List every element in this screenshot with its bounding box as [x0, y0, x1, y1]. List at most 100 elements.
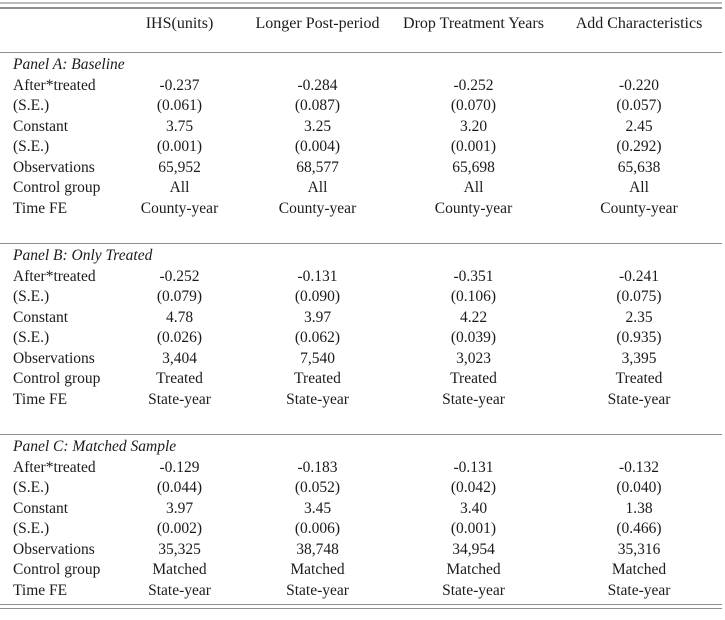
table-row: (S.E.) (0.001) (0.004) (0.001) (0.292)	[0, 137, 722, 158]
row-label: Observations	[13, 158, 95, 176]
cell-value: (0.001)	[156, 138, 203, 155]
cell-value: All	[463, 179, 484, 196]
cell-value: Matched	[611, 561, 667, 578]
cell-value: (0.075)	[616, 288, 662, 305]
cell-value: All	[169, 179, 190, 196]
top-double-rule	[0, 2, 722, 9]
table-row: Observations 65,952 68,577 65,698 65,638	[0, 158, 722, 179]
cell-value: 2.35	[625, 308, 653, 326]
panel-title: Panel C: Matched Sample	[13, 438, 177, 455]
column-header: Add Characteristics	[556, 9, 722, 53]
cell-value: (0.061)	[156, 97, 203, 114]
cell-value: (0.004)	[294, 138, 341, 155]
table-row: Time FE State-year State-year State-year…	[0, 390, 722, 435]
cell-value: -0.241	[618, 267, 660, 285]
cell-value: (0.026)	[156, 329, 203, 346]
row-label: (S.E.)	[13, 329, 50, 346]
row-label: Time FE	[13, 581, 68, 599]
cell-value: (0.057)	[616, 97, 662, 114]
cell-value: -0.131	[297, 267, 338, 285]
cell-value: 7,540	[300, 349, 335, 367]
table-row: Constant 3.97 3.45 3.40 1.38	[0, 499, 722, 520]
cell-value: Treated	[450, 370, 497, 387]
cell-value: 65,638	[617, 158, 661, 176]
cell-value: 1.38	[625, 499, 653, 517]
cell-value: (0.935)	[616, 329, 662, 346]
column-header: Drop Treatment Years	[391, 9, 556, 53]
cell-value: Matched	[446, 561, 501, 578]
cell-value: (0.090)	[294, 288, 341, 305]
cell-value: 65,952	[158, 158, 201, 176]
cell-value: (0.044)	[156, 479, 203, 496]
cell-value: (0.040)	[616, 479, 662, 496]
table-row: Time FE State-year State-year State-year…	[0, 581, 722, 602]
table-row: (S.E.) (0.079) (0.090) (0.106) (0.075)	[0, 287, 722, 308]
panel-a: Panel A: Baseline After*treated -0.237 -…	[0, 53, 722, 244]
panel-title-row: Panel B: Only Treated	[0, 244, 722, 267]
table-row: (S.E.) (0.002) (0.006) (0.001) (0.466)	[0, 519, 722, 540]
cell-value: County-year	[600, 199, 678, 217]
row-label: After*treated	[13, 267, 96, 285]
cell-value: 35,316	[617, 540, 661, 558]
cell-value: -0.237	[159, 76, 200, 94]
cell-value: Treated	[156, 370, 203, 387]
row-label: After*treated	[13, 76, 96, 94]
header-row: IHS(units) Longer Post-period Drop Treat…	[0, 9, 722, 53]
row-label: Control group	[13, 179, 101, 196]
panel-title: Panel B: Only Treated	[13, 247, 153, 264]
cell-value: (0.042)	[450, 479, 497, 496]
row-label: Control group	[13, 370, 101, 387]
cell-value: 3,023	[456, 349, 491, 367]
cell-value: All	[629, 179, 649, 196]
cell-value: County-year	[140, 199, 219, 217]
row-label: Control group	[13, 561, 101, 578]
column-header: Longer Post-period	[244, 9, 391, 53]
row-label: (S.E.)	[13, 138, 50, 155]
cell-value: All	[307, 179, 328, 196]
cell-value: (0.052)	[294, 479, 341, 496]
cell-value: 3.97	[165, 499, 194, 517]
cell-value: 65,698	[452, 158, 495, 176]
cell-value: (0.070)	[450, 97, 497, 114]
table-row: After*treated -0.252 -0.131 -0.351 -0.24…	[0, 267, 722, 288]
cell-value: Treated	[294, 370, 341, 387]
cell-value: 38,748	[296, 540, 339, 558]
cell-value: 3.40	[459, 499, 488, 517]
cell-value: 68,577	[296, 158, 339, 176]
cell-value: (0.087)	[294, 97, 341, 114]
row-label: (S.E.)	[13, 520, 50, 537]
cell-value: -0.183	[297, 458, 338, 476]
bottom-double-rule	[0, 604, 722, 609]
table-row: After*treated -0.237 -0.284 -0.252 -0.22…	[0, 76, 722, 97]
cell-value: -0.351	[453, 267, 494, 285]
cell-value: 4.78	[165, 308, 194, 326]
cell-value: State-year	[286, 581, 349, 599]
panel-title: Panel A: Baseline	[13, 56, 125, 73]
cell-value: (0.002)	[156, 520, 203, 537]
cell-value: -0.220	[618, 76, 660, 94]
panel-c: Panel C: Matched Sample After*treated -0…	[0, 434, 722, 602]
panel-title-row: Panel A: Baseline	[0, 53, 722, 76]
table-row: Observations 3,404 7,540 3,023 3,395	[0, 349, 722, 370]
table-row: Constant 3.75 3.25 3.20 2.45	[0, 117, 722, 138]
cell-value: State-year	[607, 581, 671, 599]
results-table-sheet: IHS(units) Longer Post-period Drop Treat…	[0, 2, 722, 609]
header-empty-cell	[0, 9, 115, 53]
panel-b: Panel B: Only Treated After*treated -0.2…	[0, 243, 722, 435]
cell-value: (0.106)	[450, 288, 497, 305]
cell-value: State-year	[148, 390, 211, 408]
cell-value: State-year	[442, 390, 505, 408]
row-label: Observations	[13, 540, 95, 558]
table-row: Control group Matched Matched Matched Ma…	[0, 560, 722, 581]
table-row: Observations 35,325 38,748 34,954 35,316	[0, 540, 722, 561]
row-label: Time FE	[13, 199, 68, 217]
table-row: (S.E.) (0.026) (0.062) (0.039) (0.935)	[0, 328, 722, 349]
cell-value: -0.284	[297, 76, 338, 94]
cell-value: -0.131	[453, 458, 494, 476]
table-row: Control group Treated Treated Treated Tr…	[0, 369, 722, 390]
cell-value: (0.001)	[450, 520, 497, 537]
cell-value: Matched	[290, 561, 345, 578]
row-label: Time FE	[13, 390, 68, 408]
table-row: Control group All All All All	[0, 178, 722, 199]
table-row: (S.E.) (0.061) (0.087) (0.070) (0.057)	[0, 96, 722, 117]
